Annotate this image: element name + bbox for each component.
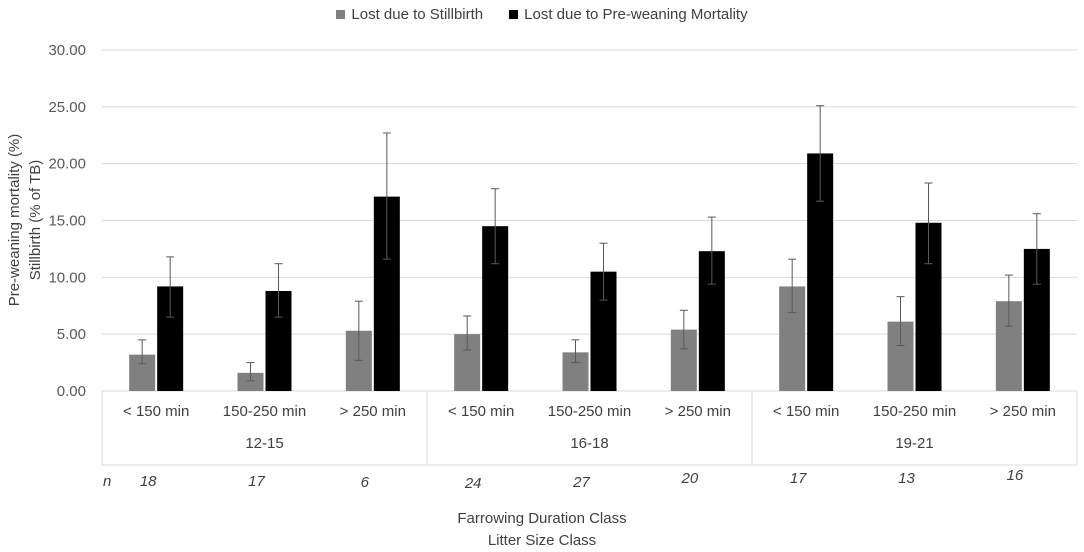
bar-stillbirth bbox=[237, 372, 264, 391]
n-value: 18 bbox=[140, 473, 157, 490]
y-axis-title-mortality: Pre-weaning mortality (%) bbox=[6, 134, 23, 307]
y-tick-label: 20.00 bbox=[48, 156, 86, 173]
y-tick-label: 10.00 bbox=[48, 269, 86, 286]
group-label: 19-21 bbox=[895, 435, 933, 452]
category-label: 150-250 min bbox=[223, 403, 306, 420]
legend-label-preweaning: Lost due to Pre-weaning Mortality bbox=[524, 6, 748, 23]
y-axis-title-stillbirth: Stillbirth (% of TB) bbox=[27, 160, 44, 281]
n-value: 17 bbox=[248, 473, 265, 490]
legend-item-stillbirth: Lost due to Stillbirth bbox=[336, 6, 483, 23]
n-value: 24 bbox=[464, 475, 482, 492]
group-label: 16-18 bbox=[570, 435, 608, 452]
legend-item-preweaning: Lost due to Pre-weaning Mortality bbox=[509, 6, 748, 23]
n-label: n bbox=[103, 473, 111, 490]
category-label: < 150 min bbox=[448, 403, 514, 420]
category-label: > 250 min bbox=[665, 403, 731, 420]
x-axis-title-duration: Farrowing Duration Class bbox=[457, 510, 627, 527]
n-value: 17 bbox=[790, 470, 807, 487]
n-value: 6 bbox=[361, 474, 370, 491]
n-value: 13 bbox=[898, 470, 915, 487]
legend-swatch-stillbirth bbox=[336, 10, 346, 19]
category-label: < 150 min bbox=[123, 403, 189, 420]
category-label: 150-250 min bbox=[873, 403, 956, 420]
x-axis-title-litter: Litter Size Class bbox=[487, 532, 597, 549]
y-tick-label: 15.00 bbox=[48, 213, 86, 230]
legend: Lost due to Stillbirth Lost due to Pre-w… bbox=[0, 6, 1084, 23]
n-value: 20 bbox=[680, 470, 698, 487]
category-label: < 150 min bbox=[773, 403, 839, 420]
n-value: 16 bbox=[1006, 467, 1023, 484]
y-tick-label: 5.00 bbox=[57, 326, 86, 343]
legend-swatch-preweaning bbox=[509, 10, 519, 19]
category-label: > 250 min bbox=[340, 403, 406, 420]
group-label: 12-15 bbox=[245, 435, 283, 452]
y-tick-label: 25.00 bbox=[48, 99, 86, 116]
y-tick-label: 30.00 bbox=[48, 42, 86, 59]
n-value: 27 bbox=[572, 474, 590, 491]
y-tick-label: 0.00 bbox=[57, 383, 86, 400]
legend-label-stillbirth: Lost due to Stillbirth bbox=[351, 6, 484, 23]
category-label: 150-250 min bbox=[548, 403, 631, 420]
category-label: > 250 min bbox=[990, 403, 1056, 420]
